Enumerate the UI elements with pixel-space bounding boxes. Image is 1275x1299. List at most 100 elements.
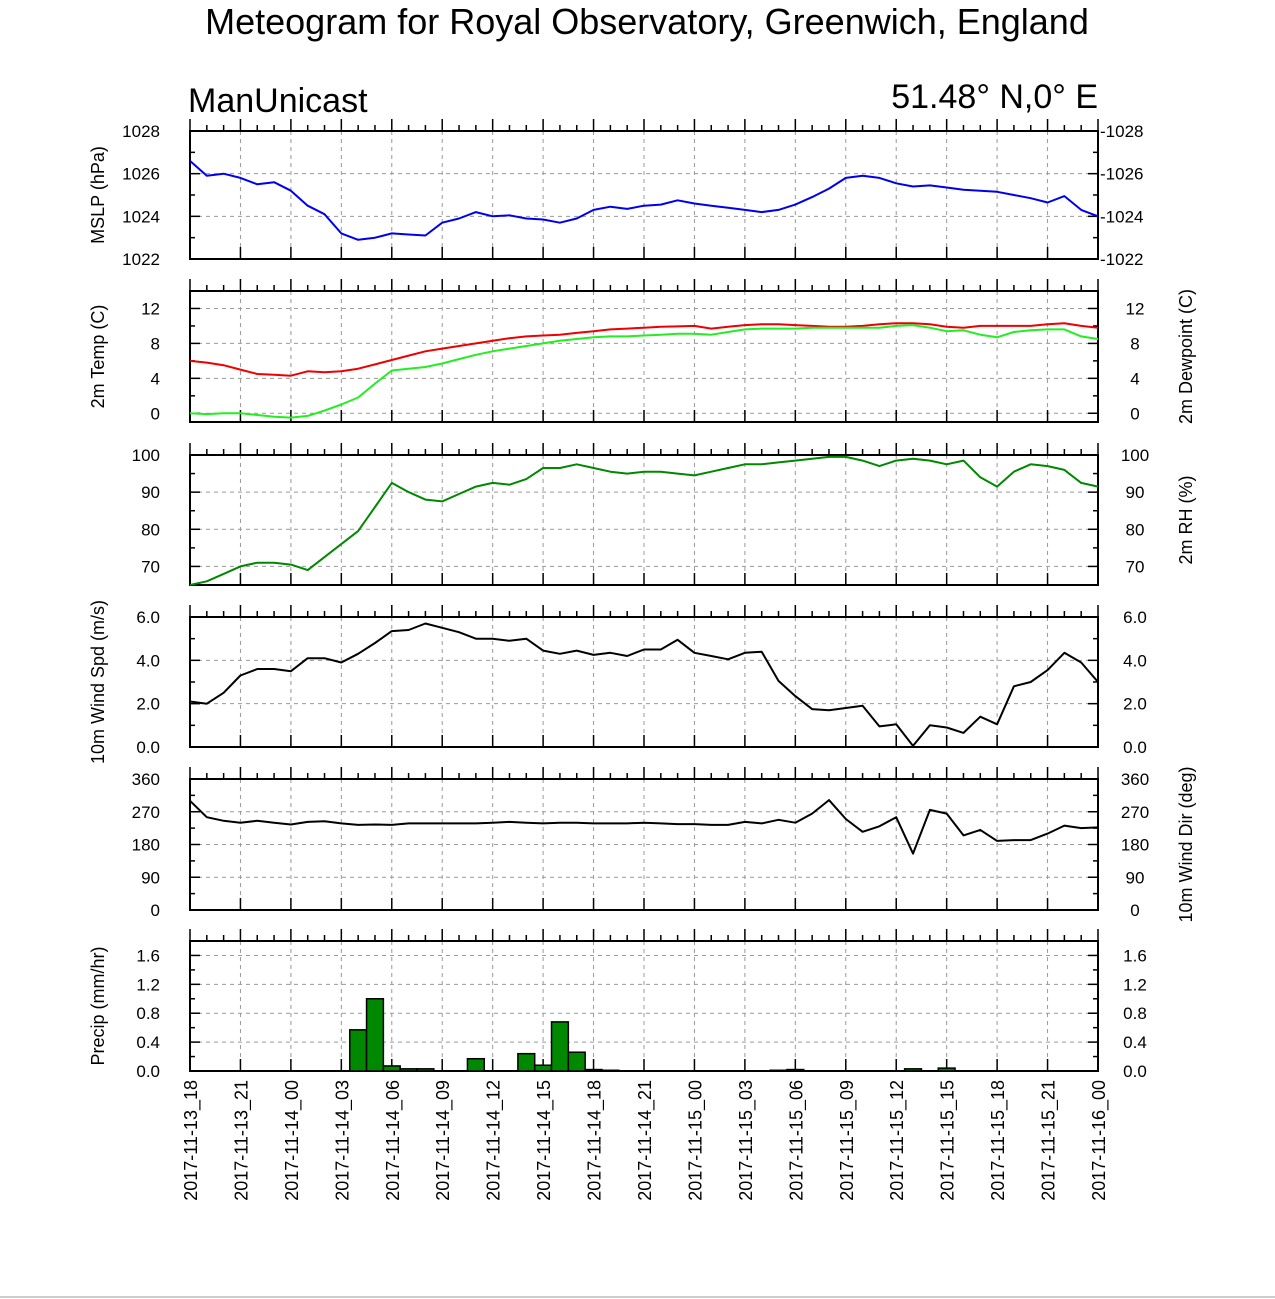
right-tick-label: 4.0 <box>1123 651 1147 670</box>
series-line-1 <box>189 322 1099 377</box>
right-tick-label: 0.8 <box>1123 1004 1147 1023</box>
right-tick-label: 70 <box>1126 557 1145 576</box>
model-label: ManUnicast <box>188 82 368 120</box>
x-date-label: 2017-11-14_18 <box>585 1080 606 1201</box>
right-tick-label: 1.6 <box>1123 946 1147 965</box>
right-tick-label: 360 <box>1121 770 1149 789</box>
left-tick-label: 1.6 <box>136 946 160 965</box>
panel-3: 70 70 80 80 90 90 100 100 2m RH (%) <box>132 443 1196 586</box>
x-date-label: 2017-11-14_00 <box>282 1080 303 1201</box>
panel-frame <box>189 454 1099 586</box>
left-tick-label: 0.4 <box>136 1033 160 1052</box>
series-line-2 <box>189 324 1099 419</box>
panel-6: 0.0 0.0 0.4 0.4 0.8 0.8 1.2 1.2 1.6 1.6 Precip (mm… <box>88 929 1147 1081</box>
precip-bar <box>567 1051 586 1072</box>
panel-5: 0 0 90 90 180 180 270 270 360 360 10m Wind Dir (de… <box>132 766 1196 922</box>
panel-4: 0.0 0.0 2.0 2.0 4.0 4.0 6.0 6.0 10m Wind Spd (m/… <box>88 600 1147 764</box>
panel-frame <box>189 290 1099 423</box>
left-axis-title: 2m Temp (C) <box>88 305 108 409</box>
panel-frame <box>189 778 1099 911</box>
panel-frame <box>189 130 1099 260</box>
left-tick-label: 0.0 <box>136 738 160 757</box>
x-date-label: 2017-11-15_21 <box>1039 1080 1060 1201</box>
series-line-1 <box>189 455 1099 586</box>
x-date-label: 2017-11-14_12 <box>484 1080 505 1201</box>
series-line-1 <box>189 622 1099 747</box>
x-date-label: 2017-11-14_21 <box>635 1080 656 1201</box>
left-tick-label: 360 <box>132 770 160 789</box>
right-tick-label: -1022 <box>1100 250 1143 269</box>
x-date-label: 2017-11-14_09 <box>433 1080 454 1201</box>
precip-bar <box>416 1068 435 1072</box>
left-axis-title: 10m Wind Spd (m/s) <box>88 600 108 764</box>
precip-bar <box>348 1029 368 1072</box>
panel-1: 1022 -1022 1024 -1024 1026 -1026 1028 -1028 MSLP… <box>88 119 1143 269</box>
x-date-label: 2017-11-15_03 <box>736 1080 757 1201</box>
x-date-label: 2017-11-14_03 <box>332 1080 353 1201</box>
right-tick-label: 270 <box>1121 803 1149 822</box>
right-tick-label: 90 <box>1126 483 1145 502</box>
panels-group: 1022 -1022 1024 -1024 1026 -1026 1028 -1028 MSLP… <box>88 119 1196 1081</box>
right-tick-label: 90 <box>1126 868 1145 887</box>
left-tick-label: 70 <box>141 557 160 576</box>
x-date-label: 2017-11-15_06 <box>786 1080 807 1201</box>
left-tick-label: 80 <box>141 520 160 539</box>
left-axis-title: Precip (mm/hr) <box>88 946 108 1065</box>
right-axis-title: 10m Wind Dir (deg) <box>1176 766 1196 922</box>
left-tick-label: 6.0 <box>136 608 160 627</box>
precip-bar <box>937 1067 956 1072</box>
precip-bar <box>601 1069 620 1072</box>
left-tick-label: 1.2 <box>136 975 160 994</box>
right-tick-label: 0 <box>1130 404 1139 423</box>
x-axis-labels: 2017-11-13_18 2017-11-13_21 2017-11-14_00 2… <box>181 1080 1110 1201</box>
x-date-label: 2017-11-14_06 <box>383 1080 404 1201</box>
precip-bar <box>786 1068 805 1072</box>
right-tick-label: 0 <box>1130 901 1139 920</box>
precip-bar <box>382 1065 401 1072</box>
right-tick-label: 2.0 <box>1123 695 1147 714</box>
right-tick-label: -1024 <box>1100 207 1143 226</box>
precip-bar <box>533 1064 553 1072</box>
right-tick-label: -1028 <box>1100 122 1143 141</box>
panel-2: 0 0 4 4 8 8 12 12 2m Temp (C) 2m Dewpoint (C) <box>88 279 1196 424</box>
left-tick-label: 12 <box>141 299 160 318</box>
right-axis-title: 2m RH (%) <box>1176 476 1196 565</box>
right-tick-label: 4 <box>1130 369 1139 388</box>
left-tick-label: 2.0 <box>136 695 160 714</box>
left-tick-label: 4 <box>151 369 160 388</box>
right-tick-label: 1.2 <box>1123 975 1147 994</box>
left-tick-label: 0.0 <box>136 1062 160 1081</box>
precip-bar <box>584 1068 603 1072</box>
left-tick-label: 180 <box>132 836 160 855</box>
left-axis-title: MSLP (hPa) <box>88 146 108 244</box>
right-tick-label: 100 <box>1121 446 1149 465</box>
left-tick-label: 1026 <box>122 165 160 184</box>
x-date-label: 2017-11-15_12 <box>887 1080 908 1201</box>
left-tick-label: 270 <box>132 803 160 822</box>
chart-title: Meteogram for Royal Observatory, Greenwi… <box>205 1 1089 42</box>
precip-bar <box>365 998 385 1072</box>
x-date-label: 2017-11-15_00 <box>685 1080 706 1201</box>
x-date-label: 2017-11-16_00 <box>1089 1080 1110 1201</box>
right-tick-label: -1026 <box>1100 165 1143 184</box>
right-tick-label: 8 <box>1130 334 1139 353</box>
x-date-label: 2017-11-13_21 <box>231 1080 252 1201</box>
left-tick-label: 0 <box>151 404 160 423</box>
panel-frame <box>189 940 1099 1072</box>
precip-bar <box>903 1068 923 1072</box>
x-date-label: 2017-11-15_18 <box>988 1080 1009 1201</box>
x-date-label: 2017-11-14_15 <box>534 1080 555 1201</box>
precip-bar <box>399 1068 418 1072</box>
left-tick-label: 4.0 <box>136 651 160 670</box>
right-tick-label: 80 <box>1126 520 1145 539</box>
right-tick-label: 0.0 <box>1123 1062 1147 1081</box>
x-date-label: 2017-11-15_09 <box>837 1080 858 1201</box>
left-tick-label: 100 <box>132 446 160 465</box>
left-tick-label: 0 <box>151 901 160 920</box>
location-coordinates: 51.48° N,0° E <box>891 78 1098 116</box>
precip-bar <box>517 1052 536 1072</box>
left-tick-label: 90 <box>141 868 160 887</box>
left-tick-label: 1022 <box>122 250 160 269</box>
precip-bar <box>550 1021 570 1072</box>
